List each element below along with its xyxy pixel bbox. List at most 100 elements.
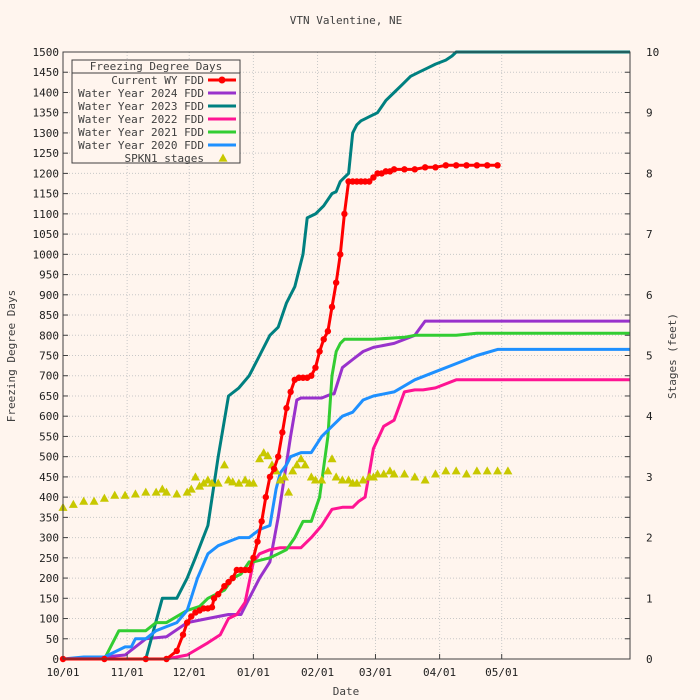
x-tick-label: 11/01 (111, 666, 144, 679)
legend-label: SPKN1 stages (125, 152, 204, 165)
data-point (320, 336, 327, 343)
data-point (246, 566, 253, 574)
data-point (221, 582, 228, 590)
data-point (287, 388, 294, 396)
stage-point (259, 448, 269, 457)
chart-series (58, 50, 630, 663)
y-tick-label: 1200 (33, 167, 60, 180)
chart-ticks: 0501001502002503003504004505005506006507… (33, 46, 660, 679)
legend-swatch-marker (218, 76, 226, 84)
stage-point (327, 454, 337, 463)
y-tick-label: 1150 (33, 188, 60, 201)
data-point (442, 162, 450, 169)
data-point (270, 465, 278, 473)
x-tick-label: 12/01 (173, 666, 206, 679)
stage-point (130, 489, 140, 498)
stage-point (296, 454, 306, 463)
stage-point (420, 475, 430, 484)
y2-tick-label: 2 (646, 532, 653, 545)
x-tick-label: 03/01 (359, 666, 392, 679)
data-point (401, 166, 408, 173)
y-tick-label: 1300 (33, 127, 60, 140)
data-point (366, 178, 373, 185)
y2-tick-label: 8 (646, 167, 653, 180)
y2-tick-label: 1 (646, 592, 653, 605)
series-4 (63, 331, 630, 661)
stage-point (344, 475, 354, 484)
y-tick-label: 50 (46, 633, 59, 646)
y-tick-label: 750 (39, 350, 59, 363)
x-tick-label: 05/01 (485, 666, 518, 679)
legend-label: Water Year 2022 FDD (78, 113, 204, 126)
stage-point (228, 477, 238, 486)
y2-tick-label: 3 (646, 471, 653, 484)
y2-tick-label: 4 (646, 410, 653, 423)
data-point (463, 162, 470, 169)
y-tick-label: 350 (39, 511, 59, 524)
data-point (324, 328, 332, 335)
stage-point (373, 469, 383, 478)
stage-point (389, 469, 399, 478)
y-tick-label: 550 (39, 430, 59, 443)
data-point (341, 210, 348, 218)
stage-point (279, 472, 289, 481)
y2-tick-label: 5 (646, 350, 653, 363)
x-tick-label: 02/01 (301, 666, 334, 679)
stage-point (317, 475, 327, 484)
stage-point (288, 466, 298, 475)
data-point (494, 162, 501, 169)
y-tick-label: 1350 (33, 107, 60, 120)
y-tick-label: 200 (39, 572, 59, 585)
stage-point (79, 496, 89, 505)
stage-point (151, 487, 161, 496)
y-tick-label: 100 (39, 613, 59, 626)
y-tick-label: 600 (39, 410, 59, 423)
y2-axis-label: Stages (feet) (666, 313, 679, 399)
stage-point (430, 469, 440, 478)
y-tick-label: 950 (39, 269, 59, 282)
data-point (370, 174, 377, 181)
data-point (183, 619, 191, 626)
stage-point (385, 466, 395, 475)
stage-point (186, 484, 196, 493)
stage-point (441, 466, 451, 475)
y-axis-label: Freezing Degree Days (5, 290, 18, 422)
data-point (208, 604, 216, 611)
data-point (308, 372, 315, 379)
y-tick-label: 400 (39, 491, 59, 504)
stage-point (141, 487, 151, 496)
stage-point (213, 478, 223, 487)
stage-point (337, 475, 347, 484)
stage-point (300, 460, 310, 469)
series-0 (59, 162, 501, 663)
data-point (283, 404, 290, 412)
x-axis-label: Date (333, 685, 360, 698)
data-point (328, 303, 336, 311)
x-tick-label: 10/01 (46, 666, 79, 679)
data-point (332, 279, 340, 286)
stage-point (89, 496, 99, 505)
y-tick-label: 1250 (33, 147, 60, 160)
data-point (179, 631, 187, 638)
stage-point (99, 493, 109, 502)
stage-point (410, 472, 420, 481)
stage-point (248, 478, 258, 487)
stage-point (399, 469, 409, 478)
stage-point (203, 475, 213, 484)
stage-point (110, 490, 120, 499)
data-point (484, 162, 491, 169)
y-tick-label: 1000 (33, 248, 60, 261)
data-point (229, 574, 236, 582)
y-tick-label: 850 (39, 309, 59, 322)
data-point (337, 251, 344, 258)
y2-tick-label: 10 (646, 46, 659, 59)
stage-point (195, 481, 205, 490)
series-line (63, 331, 630, 661)
stage-point (161, 487, 171, 496)
y2-tick-label: 6 (646, 289, 653, 302)
y-tick-label: 1400 (33, 86, 60, 99)
data-point (411, 166, 418, 173)
stage-point (68, 499, 78, 508)
data-point (421, 164, 429, 171)
